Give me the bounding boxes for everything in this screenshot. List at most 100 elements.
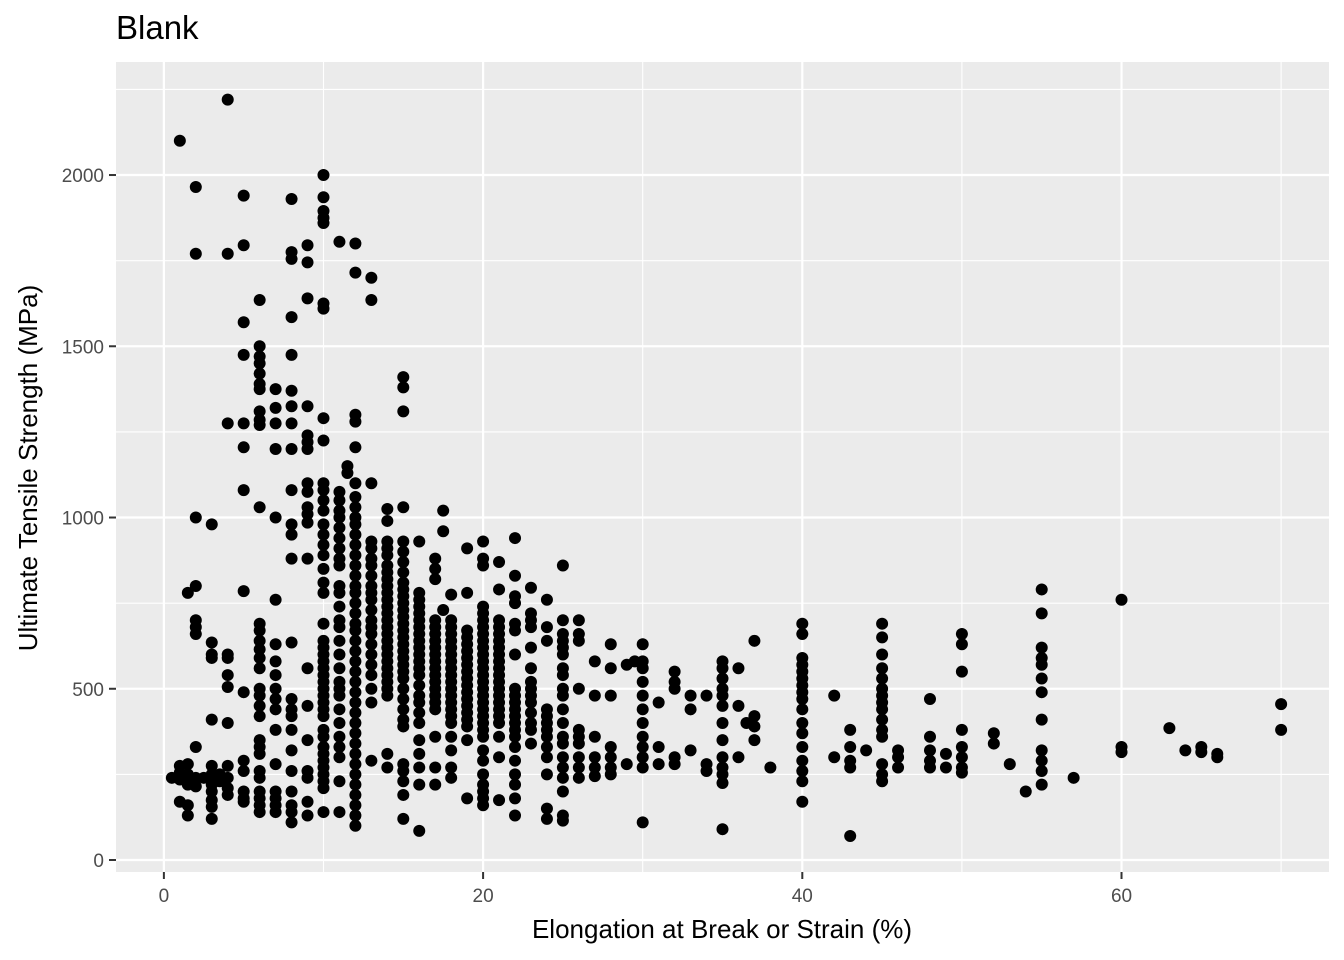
data-point [253,624,266,637]
data-point [301,771,314,784]
data-point [269,655,282,668]
data-point [540,812,553,825]
data-point [955,723,968,736]
data-point [237,764,250,777]
data-point [876,672,889,685]
data-point [540,634,553,647]
data-point [269,383,282,396]
x-tick-label: 40 [792,886,813,907]
data-point [636,675,649,688]
data-point [1035,607,1048,620]
data-point [341,466,354,479]
data-point [189,780,202,793]
data-point [317,586,330,599]
data-point [509,569,522,582]
data-point [620,758,633,771]
data-point [429,730,442,743]
x-tick-label: 60 [1111,886,1132,907]
data-point [604,751,617,764]
data-point [349,237,362,250]
data-point [237,441,250,454]
data-point [844,740,857,753]
data-point [572,737,585,750]
data-point [285,311,298,324]
data-point [349,607,362,620]
data-point [796,764,809,777]
data-point [397,371,410,384]
data-point [349,266,362,279]
data-point [349,758,362,771]
data-point [716,717,729,730]
data-point [349,490,362,503]
data-point [365,696,378,709]
data-point [349,819,362,832]
data-point [221,788,234,801]
data-point [285,552,298,565]
data-point [748,720,761,733]
data-point [1035,764,1048,777]
data-point [955,751,968,764]
data-point [477,768,490,781]
data-point [317,730,330,743]
data-point [333,494,346,507]
data-point [556,703,569,716]
x-tick-label: 0 [159,886,170,907]
data-point [572,761,585,774]
data-point [253,643,266,656]
data-point [876,631,889,644]
data-point [285,816,298,829]
data-point [397,812,410,825]
data-point [732,751,745,764]
data-point [588,761,601,774]
data-point [269,806,282,819]
data-point [349,788,362,801]
data-point [1019,785,1032,798]
data-point [413,778,426,791]
data-point [349,569,362,582]
data-point [349,747,362,760]
data-point [253,689,266,702]
data-point [333,559,346,572]
data-point [181,758,194,771]
data-point [301,662,314,675]
data-point [349,538,362,551]
data-point [540,768,553,781]
data-point [461,542,474,555]
data-point [221,651,234,664]
data-point [237,189,250,202]
data-point [748,710,761,723]
data-point [317,484,330,497]
data-point [461,720,474,733]
data-point [285,252,298,265]
data-point [477,754,490,767]
data-point [572,614,585,627]
data-point [524,706,537,719]
data-point [205,518,218,531]
data-point [317,806,330,819]
data-point [1211,751,1224,764]
data-point [349,559,362,572]
data-point [253,651,266,664]
data-point [301,443,314,456]
data-point [413,747,426,760]
data-point [477,559,490,572]
data-point [333,485,346,498]
data-point [1035,641,1048,654]
data-point [285,443,298,456]
data-point [253,710,266,723]
data-point [365,569,378,582]
data-point [604,638,617,651]
data-point [668,682,681,695]
data-point [317,782,330,795]
data-point [397,545,410,558]
data-point [397,501,410,514]
data-point [285,400,298,413]
data-point [397,566,410,579]
data-point [716,734,729,747]
plot-panel [116,62,1329,872]
data-point [221,93,234,106]
data-point [181,586,194,599]
data-point [844,761,857,774]
data-point [365,669,378,682]
data-point [333,511,346,524]
